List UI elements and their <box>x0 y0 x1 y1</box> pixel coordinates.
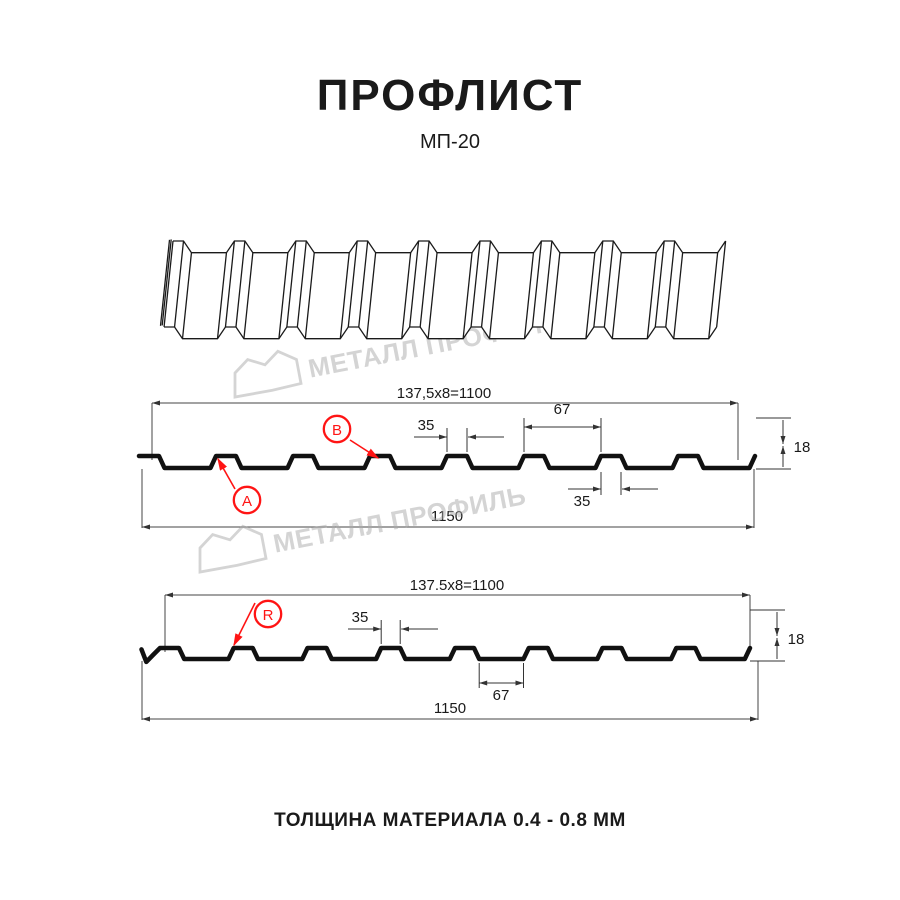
svg-text:18: 18 <box>794 439 811 456</box>
svg-text:ПРОФЛИСТ: ПРОФЛИСТ <box>317 71 584 120</box>
svg-text:67: 67 <box>554 401 571 418</box>
svg-text:18: 18 <box>788 631 805 648</box>
svg-text:МП-20: МП-20 <box>420 131 480 153</box>
svg-text:1150: 1150 <box>434 700 466 717</box>
svg-text:ТОЛЩИНА МАТЕРИАЛА 0.4 - 0.8 ММ: ТОЛЩИНА МАТЕРИАЛА 0.4 - 0.8 ММ <box>274 810 626 831</box>
svg-text:B: B <box>332 422 342 439</box>
svg-text:A: A <box>242 493 252 510</box>
svg-text:35: 35 <box>418 417 435 434</box>
svg-text:35: 35 <box>574 493 591 510</box>
svg-text:137,5x8=1100: 137,5x8=1100 <box>397 385 491 402</box>
svg-text:МЕТАЛЛ ПРОФИЛЬ: МЕТАЛЛ ПРОФИЛЬ <box>271 480 529 558</box>
svg-text:R: R <box>263 607 274 624</box>
svg-text:67: 67 <box>493 687 510 704</box>
svg-text:137.5x8=1100: 137.5x8=1100 <box>410 577 504 594</box>
svg-text:35: 35 <box>352 609 369 626</box>
